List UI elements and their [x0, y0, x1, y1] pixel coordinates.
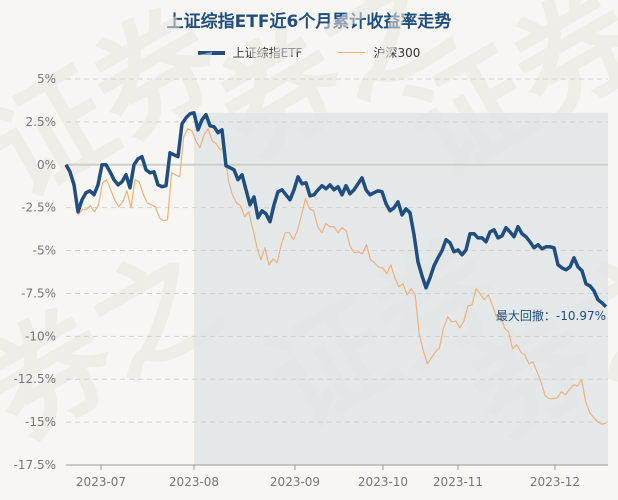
- legend-item-hs300[interactable]: 沪深300: [338, 44, 420, 61]
- y-tick-label: -12.5%: [14, 372, 56, 386]
- chart-legend: 上证综指ETF 沪深300: [0, 44, 618, 61]
- series-line-hs300: [65, 128, 607, 425]
- legend-swatch-hs300: [338, 52, 366, 53]
- x-tick-label: 2023-10: [358, 475, 408, 489]
- x-axis: 2023-07 2023-08 2023-09 2023-10 2023-11 2023-…: [66, 464, 608, 489]
- chart-title: 上证综指ETF近6个月累计收益率走势: [166, 12, 452, 32]
- y-tick-label: -5%: [33, 244, 56, 258]
- y-tick-label: 0%: [37, 158, 56, 172]
- x-tick-label: 2023-11: [433, 475, 483, 489]
- legend-swatch-etf: [197, 50, 225, 55]
- drawdown-shaded-region: [194, 112, 608, 465]
- y-tick-label: 5%: [37, 72, 56, 86]
- y-axis: 5% 2.5% 0% -2.5% -5% -7.5% -10% -12.5% -15% -17.5…: [14, 72, 56, 472]
- grid-lines: [66, 78, 608, 423]
- y-tick-label: -15%: [25, 415, 56, 429]
- y-tick-label: -2.5%: [21, 201, 56, 215]
- legend-item-etf[interactable]: 上证综指ETF: [197, 44, 303, 61]
- x-tick-label: 2023-09: [270, 475, 320, 489]
- x-tick-label: 2023-12: [530, 475, 580, 489]
- y-tick-label: -17.5%: [14, 458, 56, 472]
- y-tick-label: -7.5%: [21, 286, 56, 300]
- max-drawdown-annotation: 最大回撤：-10.97%: [496, 308, 606, 323]
- y-tick-label: -10%: [25, 329, 56, 343]
- x-tick-label: 2023-07: [76, 475, 126, 489]
- x-tick-label: 2023-08: [169, 475, 219, 489]
- legend-label-hs300: 沪深300: [373, 46, 421, 60]
- legend-label-etf: 上证综指ETF: [232, 46, 303, 60]
- y-tick-label: 2.5%: [26, 115, 57, 129]
- series-line-etf: [64, 111, 608, 309]
